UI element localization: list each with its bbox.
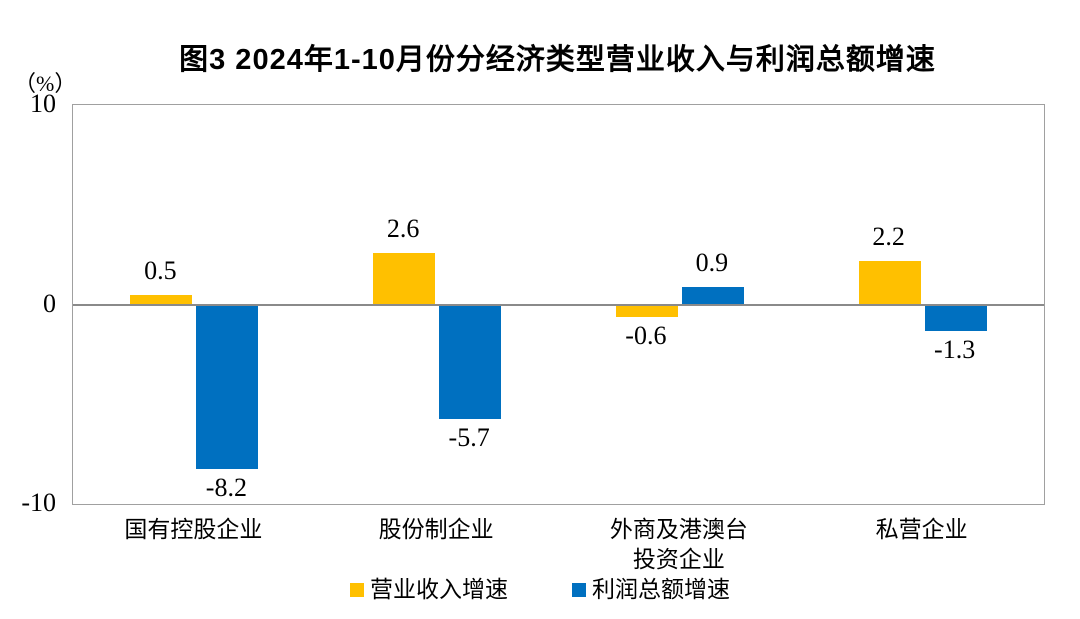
value-label: 0.5: [144, 255, 177, 285]
y-axis-unit-label: （%）: [14, 71, 77, 96]
bar-profit-1: [439, 305, 502, 420]
category-label-3: 私营企业: [875, 517, 968, 542]
legend-item-profit: 利润总额增速: [572, 577, 730, 603]
legend-color-swatch-revenue: [350, 583, 364, 597]
legend-label-profit: 利润总额增速: [592, 577, 730, 602]
bar-revenue-3: [858, 260, 921, 305]
legend-label-revenue: 营业收入增速: [370, 577, 508, 602]
legend: 营业收入增速 利润总额增速: [0, 577, 1080, 603]
value-label: 0.9: [695, 247, 729, 277]
category-label-1: 股份制企业: [378, 517, 494, 542]
bar-revenue-0: [130, 294, 193, 305]
bar-profit-2: [681, 286, 744, 305]
legend-item-revenue: 营业收入增速: [350, 577, 508, 603]
value-label: 2.6: [386, 213, 420, 243]
category-label-2: 外商及港澳台 投资企业: [609, 517, 748, 572]
value-label: -1.3: [934, 335, 976, 365]
value-label: -5.7: [448, 423, 490, 453]
value-label: 2.2: [872, 221, 905, 251]
y-axis-tick-label: 0: [43, 288, 56, 318]
bar-revenue-2: [615, 305, 678, 318]
y-axis-tick-label: 10: [30, 89, 56, 118]
category-label-0: 国有控股企业: [124, 517, 263, 542]
chart-title: 图3 2024年1-10月份分经济类型营业收入与利润总额增速: [179, 44, 936, 76]
zero-baseline: [73, 303, 1044, 306]
legend-color-swatch-profit: [572, 583, 586, 597]
value-label: -8.2: [205, 473, 247, 503]
value-label: -0.6: [625, 321, 667, 351]
bar-profit-0: [196, 305, 259, 470]
bar-revenue-1: [373, 252, 436, 305]
y-axis-tick-label: -10: [21, 488, 56, 517]
plot-area: [72, 104, 1045, 505]
bar-profit-3: [924, 305, 987, 332]
